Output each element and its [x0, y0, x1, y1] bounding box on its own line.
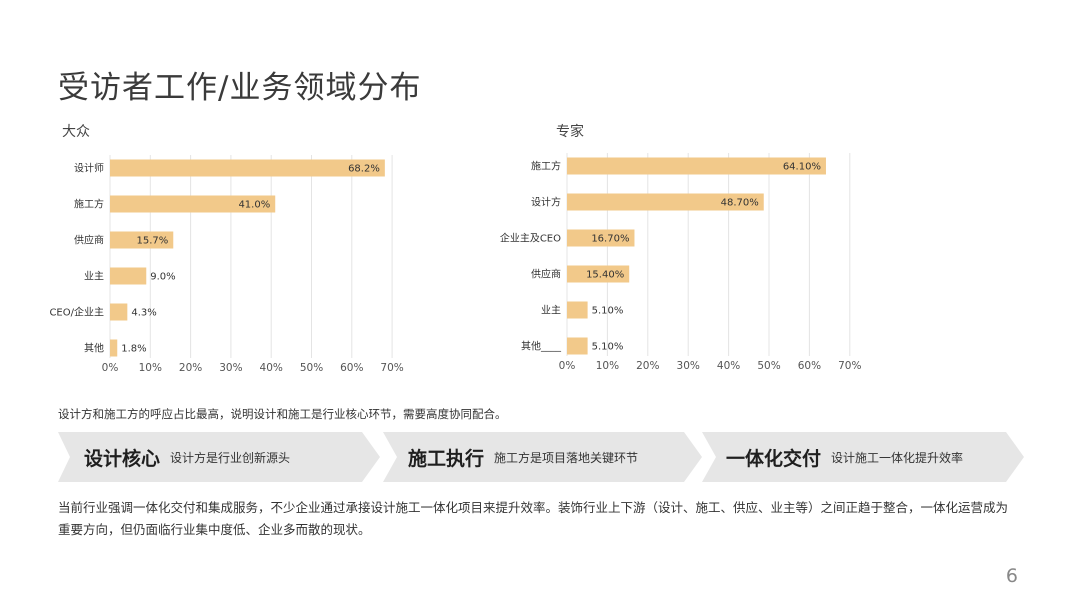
data-label: 4.3%: [131, 308, 156, 319]
data-label: 68.2%: [348, 164, 380, 175]
x-tick-label: 0%: [559, 360, 576, 372]
x-tick-label: 30%: [677, 360, 700, 372]
bar: [110, 159, 385, 177]
x-tick-label: 20%: [179, 362, 202, 374]
category-label: 施工方: [74, 198, 104, 211]
category-label: 其他____: [521, 340, 562, 353]
banner-design: 设计核心 设计方是行业创新源头: [84, 432, 290, 482]
bar: [567, 265, 630, 283]
bar-charts: 0% 10% 20% 30% 40% 50% 60% 70% 设计师 68.2% 施工方 41.0% 供…: [49, 153, 861, 374]
banner-construction-desc: 施工方是项目落地关键环节: [494, 450, 639, 465]
data-label: 5.10%: [592, 342, 624, 353]
x-tick-label: 30%: [219, 362, 242, 374]
bar: [567, 157, 826, 175]
category-label: 业主: [541, 305, 561, 317]
chart-label-expert: 专家: [556, 124, 584, 140]
data-label: 48.70%: [721, 198, 759, 209]
x-tick-label: 70%: [838, 360, 861, 372]
banner-integration: 一体化交付 设计施工一体化提升效率: [726, 432, 963, 482]
bar: [110, 303, 128, 321]
banner-construction: 施工执行 施工方是项目落地关键环节: [408, 432, 638, 482]
x-tick-label: 60%: [340, 362, 363, 374]
bar: [110, 267, 147, 285]
category-label: 设计方: [531, 196, 561, 209]
bar: [110, 195, 276, 213]
banner-design-desc: 设计方是行业创新源头: [170, 450, 291, 465]
x-tick-label: 10%: [139, 362, 162, 374]
bar: [110, 339, 118, 357]
data-label: 15.7%: [136, 236, 168, 247]
banner-design-title: 设计核心: [84, 447, 161, 470]
category-label: CEO/企业主: [49, 306, 104, 319]
page-number: 6: [1005, 565, 1018, 587]
data-label: 41.0%: [238, 200, 270, 211]
x-tick-label: 50%: [757, 360, 780, 372]
banner-integration-title: 一体化交付: [726, 447, 822, 470]
data-label: 1.8%: [121, 344, 146, 355]
category-label: 其他: [84, 342, 104, 355]
x-tick-label: 70%: [380, 362, 403, 374]
category-label: 供应商: [531, 268, 561, 281]
x-tick-label: 20%: [636, 360, 659, 372]
x-tick-label: 60%: [798, 360, 821, 372]
x-tick-label: 40%: [717, 360, 740, 372]
category-label: 施工方: [531, 160, 561, 173]
bar: [567, 229, 635, 247]
category-label: 业主: [84, 271, 104, 283]
x-tick-label: 40%: [260, 362, 283, 374]
chart-label-public: 大众: [62, 124, 90, 140]
data-label: 9.0%: [150, 272, 175, 283]
banner-integration-desc: 设计施工一体化提升效率: [831, 450, 964, 465]
bar: [567, 193, 764, 211]
category-label: 企业主及CEO: [500, 232, 561, 245]
insight-note: 设计方和施工方的呼应占比最高，说明设计和施工是行业核心环节，需要高度协同配合。: [58, 407, 507, 421]
bar: [110, 231, 174, 249]
banner-integration-arrow: [702, 432, 1024, 482]
summary-paragraph: 当前行业强调一体化交付和集成服务，不少企业通过承接设计施工一体化项目来提升效率。…: [58, 500, 1009, 537]
x-tick-label: 50%: [300, 362, 323, 374]
data-label: 15.40%: [586, 270, 624, 281]
data-label: 64.10%: [783, 162, 821, 173]
category-label: 设计师: [74, 162, 104, 175]
bar: [567, 301, 588, 319]
x-tick-label: 0%: [102, 362, 119, 374]
x-tick-label: 10%: [596, 360, 619, 372]
banner-construction-arrow: [383, 432, 702, 482]
page-title: 受访者工作/业务领域分布: [58, 70, 422, 106]
category-label: 供应商: [74, 234, 104, 247]
banner-construction-title: 施工执行: [408, 447, 485, 470]
data-label: 5.10%: [592, 306, 624, 317]
banner-design-arrow: [58, 432, 380, 482]
banner-arrows: [58, 432, 1024, 482]
bar: [567, 337, 588, 355]
data-label: 16.70%: [591, 234, 629, 245]
